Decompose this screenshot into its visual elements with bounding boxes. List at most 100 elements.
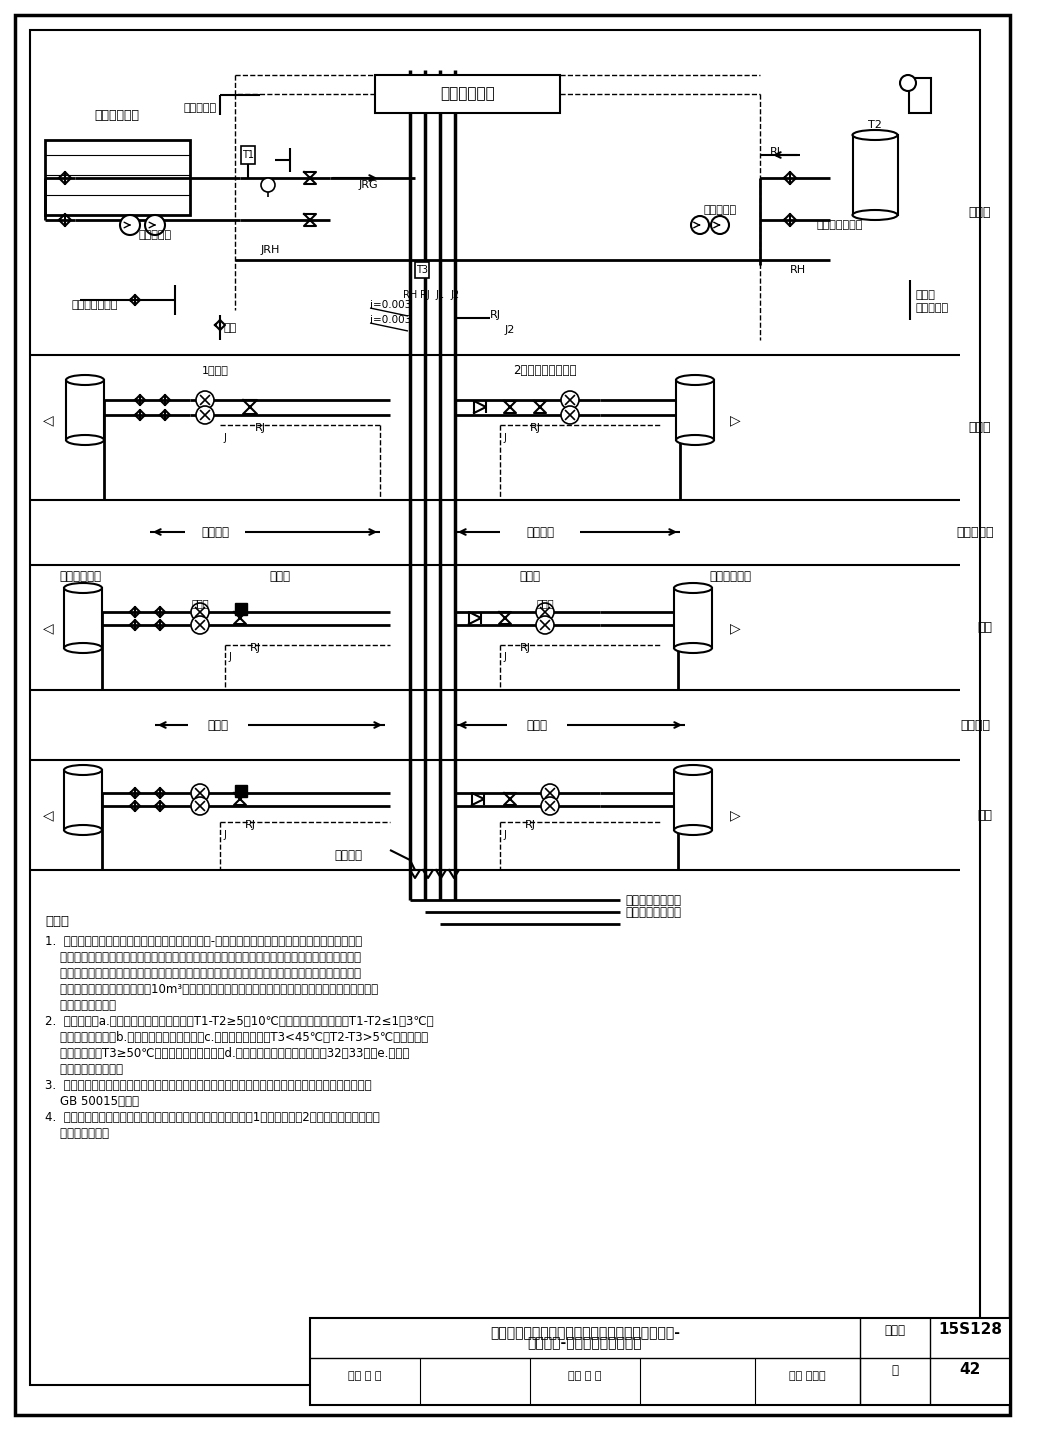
Text: RJ: RJ xyxy=(490,310,501,320)
Text: 排至安全处: 排至安全处 xyxy=(915,302,948,312)
Text: JRG: JRG xyxy=(358,180,378,190)
Ellipse shape xyxy=(674,765,712,775)
Text: J2: J2 xyxy=(505,325,516,336)
Ellipse shape xyxy=(64,825,102,835)
Text: RJ: RJ xyxy=(250,644,260,652)
Circle shape xyxy=(191,796,209,815)
Text: 图集号: 图集号 xyxy=(884,1323,906,1336)
Text: ◁: ◁ xyxy=(43,413,53,428)
Text: 集热循环泵: 集热循环泵 xyxy=(138,230,172,240)
Circle shape xyxy=(561,406,579,423)
Text: J: J xyxy=(503,829,506,840)
Ellipse shape xyxy=(674,583,712,593)
Text: ▷: ▷ xyxy=(730,413,740,428)
Text: 校对 张 哲: 校对 张 哲 xyxy=(568,1371,602,1381)
Text: 2号检修阀（常闭）: 2号检修阀（常闭） xyxy=(514,363,577,376)
Text: 本图适用于热水储水总容积在10m³以下，集中热水收费困难，且不具备分户安装太阳能热水系统的: 本图适用于热水储水总容积在10m³以下，集中热水收费困难，且不具备分户安装太阳能… xyxy=(45,984,379,996)
Ellipse shape xyxy=(66,374,104,384)
Text: 说明：: 说明： xyxy=(45,914,69,927)
Text: RJ: RJ xyxy=(524,819,536,829)
Circle shape xyxy=(120,215,140,235)
Text: JRH: JRH xyxy=(260,245,280,255)
Text: 系统作为预热系统，向用户提供温度不确定的热水，由用户根据需要进行辅助加热。下部几层根据: 系统作为预热系统，向用户提供温度不确定的热水，由用户根据需要进行辅助加热。下部几… xyxy=(45,950,361,963)
Text: ◁: ◁ xyxy=(43,808,53,822)
Bar xyxy=(64,588,102,648)
Text: 排至安全处: 排至安全处 xyxy=(183,104,216,112)
Text: 同十二层: 同十二层 xyxy=(526,526,554,539)
Text: 15S128: 15S128 xyxy=(938,1322,1002,1338)
Text: 泄至地面: 泄至地面 xyxy=(334,848,362,861)
Bar xyxy=(64,770,102,829)
Text: 低区冷水供水总管: 低区冷水供水总管 xyxy=(625,906,681,919)
Text: 单栋住宅类建筑。: 单栋住宅类建筑。 xyxy=(45,999,116,1012)
Circle shape xyxy=(191,616,209,634)
Text: 回水循环泵: 回水循环泵 xyxy=(703,204,736,215)
Circle shape xyxy=(541,783,560,802)
Text: RJ: RJ xyxy=(244,819,256,829)
Text: 容积式水加热器: 容积式水加热器 xyxy=(816,220,863,230)
Ellipse shape xyxy=(674,644,712,652)
Bar xyxy=(235,603,248,615)
Text: 同四层: 同四层 xyxy=(208,719,229,732)
Text: 冷水表: 冷水表 xyxy=(537,598,554,608)
Circle shape xyxy=(711,216,729,235)
Bar xyxy=(241,145,255,164)
Text: 十二层: 十二层 xyxy=(968,420,991,433)
Text: 一层: 一层 xyxy=(978,808,992,821)
Bar xyxy=(45,140,190,215)
Bar xyxy=(235,785,248,796)
Bar xyxy=(415,262,430,278)
Ellipse shape xyxy=(674,825,712,835)
Text: J: J xyxy=(224,829,227,840)
Text: J: J xyxy=(503,433,506,444)
Text: 设计 王若松: 设计 王若松 xyxy=(789,1371,826,1381)
Text: 1号闸阀: 1号闸阀 xyxy=(202,364,229,374)
Text: T1: T1 xyxy=(242,150,254,160)
Text: T2: T2 xyxy=(868,120,882,130)
Circle shape xyxy=(536,603,554,621)
Ellipse shape xyxy=(853,210,898,220)
Text: 3.  在热水供水管或回水管上设置消灭致病菌的消毒设施，保证出水水质满足《建筑给水排水设计规范》: 3. 在热水供水管或回水管上设置消灭致病菌的消毒设施，保证出水水质满足《建筑给水… xyxy=(45,1079,371,1092)
Ellipse shape xyxy=(64,583,102,593)
Text: 容积式热水器: 容积式热水器 xyxy=(59,569,101,583)
Text: 六～十一层: 六～十一层 xyxy=(956,526,994,539)
Text: 集中集热集中储热分散辅热太阳能热水系统示意图-: 集中集热集中储热分散辅热太阳能热水系统示意图- xyxy=(490,1326,680,1341)
Text: ◁: ◁ xyxy=(43,621,53,635)
Text: 集热循环泵关闭；b.辅助热源用户手动启闭。c.回水管网控制：当T3<45℃且T2-T3>5℃时，回水循: 集热循环泵关闭；b.辅助热源用户手动启闭。c.回水管网控制：当T3<45℃且T2… xyxy=(45,1031,428,1044)
Bar xyxy=(676,380,714,441)
Text: 供给用户使用。: 供给用户使用。 xyxy=(45,1128,109,1140)
Text: RH: RH xyxy=(402,289,417,300)
Text: 同十二层: 同十二层 xyxy=(201,526,229,539)
Bar xyxy=(674,588,712,648)
Circle shape xyxy=(145,215,165,235)
Bar xyxy=(674,770,712,829)
Text: 统采用防冻液防冻。: 统采用防冻液防冻。 xyxy=(45,1063,123,1076)
Text: J: J xyxy=(224,433,227,444)
Text: RJ: RJ xyxy=(520,644,530,652)
Text: 环泵开启；当T3≥50℃时，回水循环泵关闭。d.防过热防护做法详见本图集第32、33页。e.集热系: 环泵开启；当T3≥50℃时，回水循环泵关闭。d.防过热防护做法详见本图集第32、… xyxy=(45,1047,410,1060)
Circle shape xyxy=(691,216,709,235)
Text: 高层建筑-闭式容积式水加热器: 高层建筑-闭式容积式水加热器 xyxy=(527,1336,643,1351)
Ellipse shape xyxy=(676,435,714,445)
Circle shape xyxy=(561,392,579,409)
Circle shape xyxy=(900,75,916,91)
Text: ▷: ▷ xyxy=(730,621,740,635)
Text: 热水表: 热水表 xyxy=(191,598,209,608)
Text: RJ: RJ xyxy=(255,423,265,433)
Text: i=0.003: i=0.003 xyxy=(370,300,411,310)
Ellipse shape xyxy=(853,130,898,140)
Text: RJ: RJ xyxy=(770,147,781,157)
Circle shape xyxy=(196,406,214,423)
Text: 接工质灌注装置: 接工质灌注装置 xyxy=(72,300,119,310)
Text: 超压情况，采用分户减压方式，保证冷热水压力平衡。设备的运行费和管理费摊到热水费中收取。: 超压情况，采用分户减压方式，保证冷热水压力平衡。设备的运行费和管理费摊到热水费中… xyxy=(45,968,361,981)
Circle shape xyxy=(541,796,560,815)
Text: i=0.003: i=0.003 xyxy=(370,315,411,325)
Text: 中央控制中心: 中央控制中心 xyxy=(440,86,495,101)
Bar xyxy=(310,1318,1010,1405)
Circle shape xyxy=(191,783,209,802)
Text: 高区冷水供水总管: 高区冷水供水总管 xyxy=(625,893,681,907)
Text: 同四层: 同四层 xyxy=(526,719,547,732)
Ellipse shape xyxy=(676,374,714,384)
Text: 4.  当集热系统发生故障检修时，需关闭太阳能集热系统时，关闭1号闸阀，打开2号检修阀，由冷水直接: 4. 当集热系统发生故障检修时，需关闭太阳能集热系统时，关闭1号闸阀，打开2号检… xyxy=(45,1112,380,1125)
Text: T3: T3 xyxy=(416,265,428,275)
